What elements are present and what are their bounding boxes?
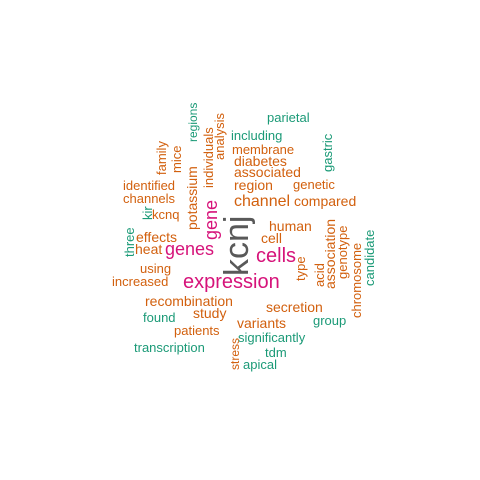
- word-candidate: candidate: [362, 229, 377, 286]
- word-study: study: [193, 305, 227, 321]
- word-gene: gene: [201, 199, 221, 240]
- word-patients: patients: [174, 323, 220, 338]
- word-gastric: gastric: [320, 133, 335, 172]
- word-increased: increased: [112, 274, 169, 289]
- word-human: human: [269, 218, 312, 234]
- word-diabetes: diabetes: [234, 153, 287, 169]
- word-significantly: significantly: [238, 330, 306, 345]
- word-individuals: individuals: [201, 127, 216, 188]
- word-mice: mice: [169, 145, 184, 173]
- word-identified: identified: [123, 178, 176, 193]
- word-genetic: genetic: [293, 177, 335, 192]
- word-associated: associated: [234, 164, 301, 180]
- word-apical: apical: [243, 357, 277, 372]
- word-including: including: [231, 128, 283, 143]
- word-heat: heat: [135, 241, 163, 257]
- word-kir: kir: [140, 206, 155, 220]
- word-channels: channels: [123, 191, 176, 206]
- word-secretion: secretion: [266, 299, 323, 315]
- word-expression: expression: [183, 271, 280, 293]
- word-kcnj: kcnj: [218, 215, 256, 276]
- word-genes: genes: [165, 239, 215, 259]
- word-parietal: parietal: [267, 110, 310, 125]
- word-transcription: transcription: [134, 340, 205, 355]
- word-recombination: recombination: [145, 293, 233, 309]
- word-genotype: genotype: [335, 225, 350, 280]
- word-kcnq: kcnq: [152, 207, 180, 222]
- word-potassium: potassium: [184, 166, 200, 230]
- word-cells: cells: [256, 245, 297, 267]
- word-type: type: [293, 256, 308, 281]
- word-three: three: [122, 227, 137, 257]
- word-region: region: [234, 177, 273, 193]
- word-tdm: tdm: [265, 345, 287, 360]
- word-regions: regions: [186, 102, 200, 142]
- word-using: using: [140, 261, 172, 276]
- word-membrane: membrane: [232, 142, 295, 157]
- word-acid: acid: [312, 263, 327, 287]
- word-effects: effects: [136, 229, 177, 245]
- word-variants: variants: [237, 315, 287, 331]
- word-group: group: [313, 313, 347, 328]
- word-compared: compared: [294, 193, 357, 209]
- word-family: family: [154, 141, 169, 175]
- word-channel: channel: [234, 193, 291, 210]
- word-found: found: [143, 310, 176, 325]
- word-cell: cell: [261, 230, 283, 246]
